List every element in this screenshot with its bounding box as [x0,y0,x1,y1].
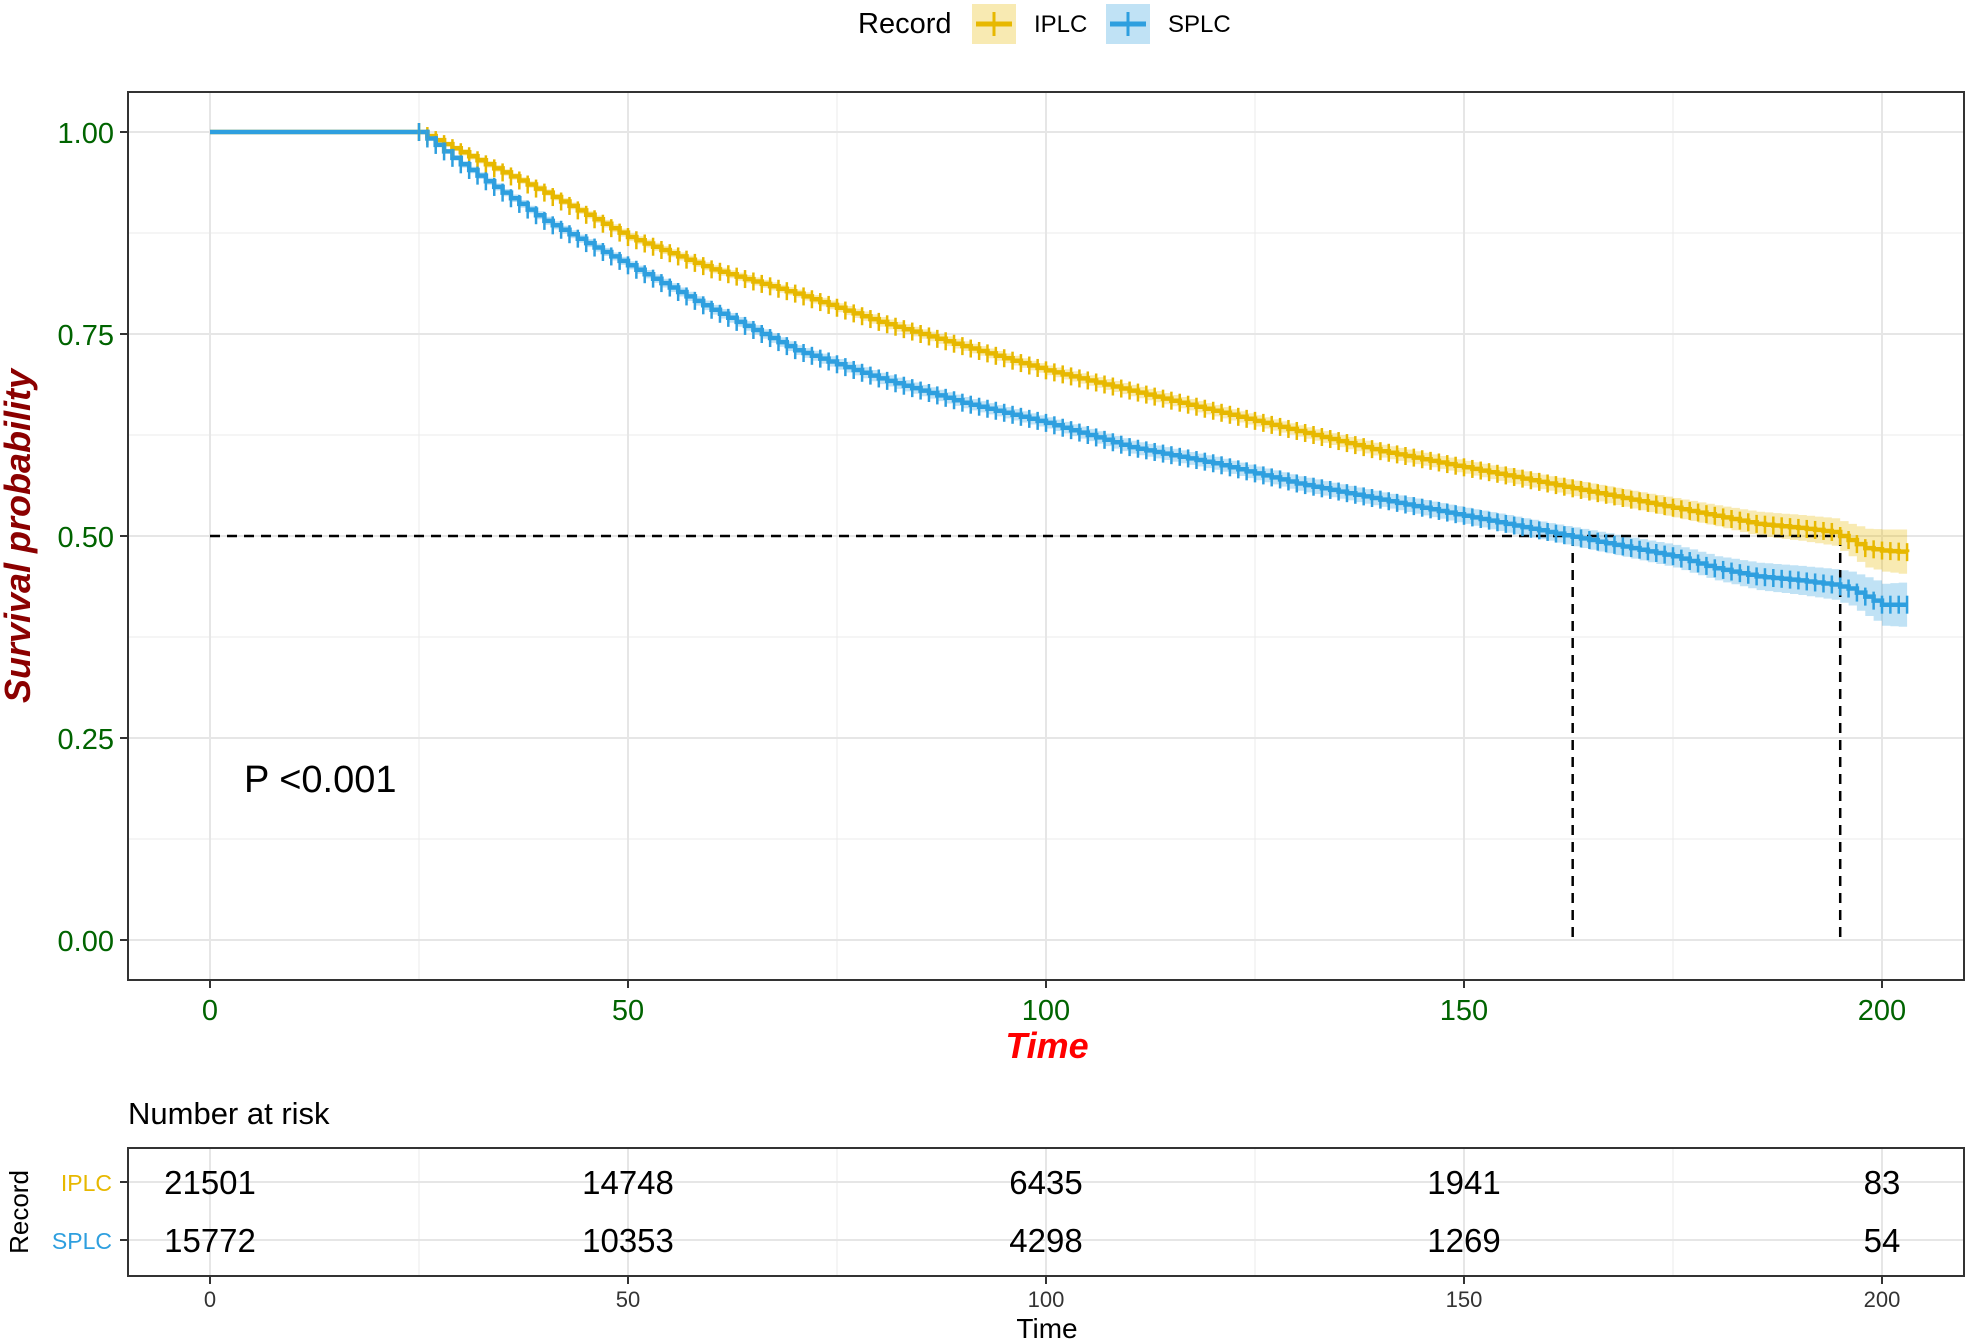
y-tick-label: 0.75 [58,320,114,352]
risk-row-label-splc: SPLC [52,1228,112,1254]
risk-count-splc: 4298 [1009,1222,1082,1259]
risk-table-x-title: Time [1016,1313,1077,1343]
x-tick-label: 200 [1858,995,1906,1027]
risk-count-iplc: 6435 [1009,1164,1082,1201]
censor-marks [417,123,1909,614]
risk-table-title: Number at risk [128,1096,330,1131]
risk-table-grid [128,1148,1964,1276]
y-axis-ticks: 0.00 0.25 0.50 0.75 1.00 [58,118,128,958]
legend-title: Record [858,8,952,40]
x-tick-label: 50 [612,995,644,1027]
risk-x-tick-label: 150 [1446,1287,1483,1312]
risk-count-splc: 1269 [1427,1222,1500,1259]
legend-item-iplc: IPLC [972,4,1087,44]
legend-label-splc: SPLC [1168,11,1231,38]
y-tick-label: 0.00 [58,926,114,958]
risk-count-iplc: 14748 [582,1164,674,1201]
legend-item-splc: SPLC [1106,4,1231,44]
survival-plot: 0.00 0.25 0.50 0.75 1.00 0 50 100 150 200 P <0.0… [0,91,1965,1066]
legend-label-iplc: IPLC [1034,11,1087,38]
x-axis-ticks: 0 50 100 150 200 [202,980,1906,1027]
risk-table-x-ticks: 0 50 100 150 200 [204,1276,1900,1312]
risk-count-iplc: 1941 [1427,1164,1500,1201]
risk-x-tick-label: 0 [204,1287,216,1312]
risk-x-tick-label: 50 [616,1287,640,1312]
risk-x-tick-label: 200 [1864,1287,1901,1312]
risk-row-label-iplc: IPLC [61,1170,112,1196]
risk-count-iplc: 83 [1864,1164,1901,1201]
risk-table-rows: IPLC 21501 14748 6435 1941 83 SPLC 15772 10353 42… [52,1164,1900,1259]
legend: Record IPLC SPLC [858,4,1231,44]
pvalue-annotation: P <0.001 [244,759,397,801]
risk-count-splc: 10353 [582,1222,674,1259]
risk-row-splc: SPLC 15772 10353 4298 1269 54 [52,1222,1900,1259]
y-tick-label: 0.50 [58,522,114,554]
y-axis-title: Survival probability [0,367,38,703]
risk-count-iplc: 21501 [164,1164,256,1201]
ci-ribbon-splc [210,132,1908,628]
y-tick-label: 0.25 [58,724,114,756]
x-tick-label: 100 [1022,995,1070,1027]
confidence-ribbons [210,132,1908,628]
risk-row-iplc: IPLC 21501 14748 6435 1941 83 [61,1164,1901,1201]
y-tick-label: 1.00 [58,118,114,150]
x-axis-title: Time [1005,1025,1088,1066]
risk-table-y-title: Record [4,1170,34,1254]
risk-count-splc: 15772 [164,1222,256,1259]
x-tick-label: 150 [1440,995,1488,1027]
risk-x-tick-label: 100 [1028,1287,1065,1312]
ci-ribbon-iplc [210,132,1908,575]
x-tick-label: 0 [202,995,218,1027]
risk-count-splc: 54 [1864,1222,1901,1259]
risk-table: Number at risk IPLC 21501 14748 6435 1941 83 S… [4,1096,1965,1343]
